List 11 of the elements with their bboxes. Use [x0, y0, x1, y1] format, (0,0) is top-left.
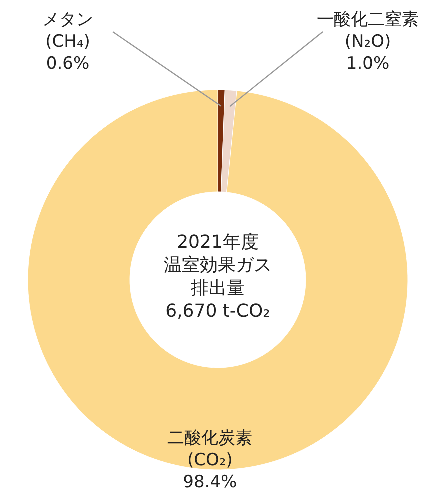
text: 排出量 [191, 278, 245, 299]
slice-label: 一酸化二窒素 (N₂O) [317, 10, 419, 52]
data-label: 98.4% [183, 472, 238, 492]
text: 2021年度 [177, 232, 259, 253]
slice-label: メタン (CH₄) [42, 10, 94, 52]
donut-slice [28, 90, 408, 470]
text: 温室効果ガス [164, 255, 272, 276]
data-label: 1.0% [346, 54, 390, 74]
data-label: 0.6% [46, 54, 90, 74]
slice-label: 二酸化炭素 (CO₂) [168, 428, 253, 470]
text: 6,670 t-CO₂ [166, 301, 270, 322]
